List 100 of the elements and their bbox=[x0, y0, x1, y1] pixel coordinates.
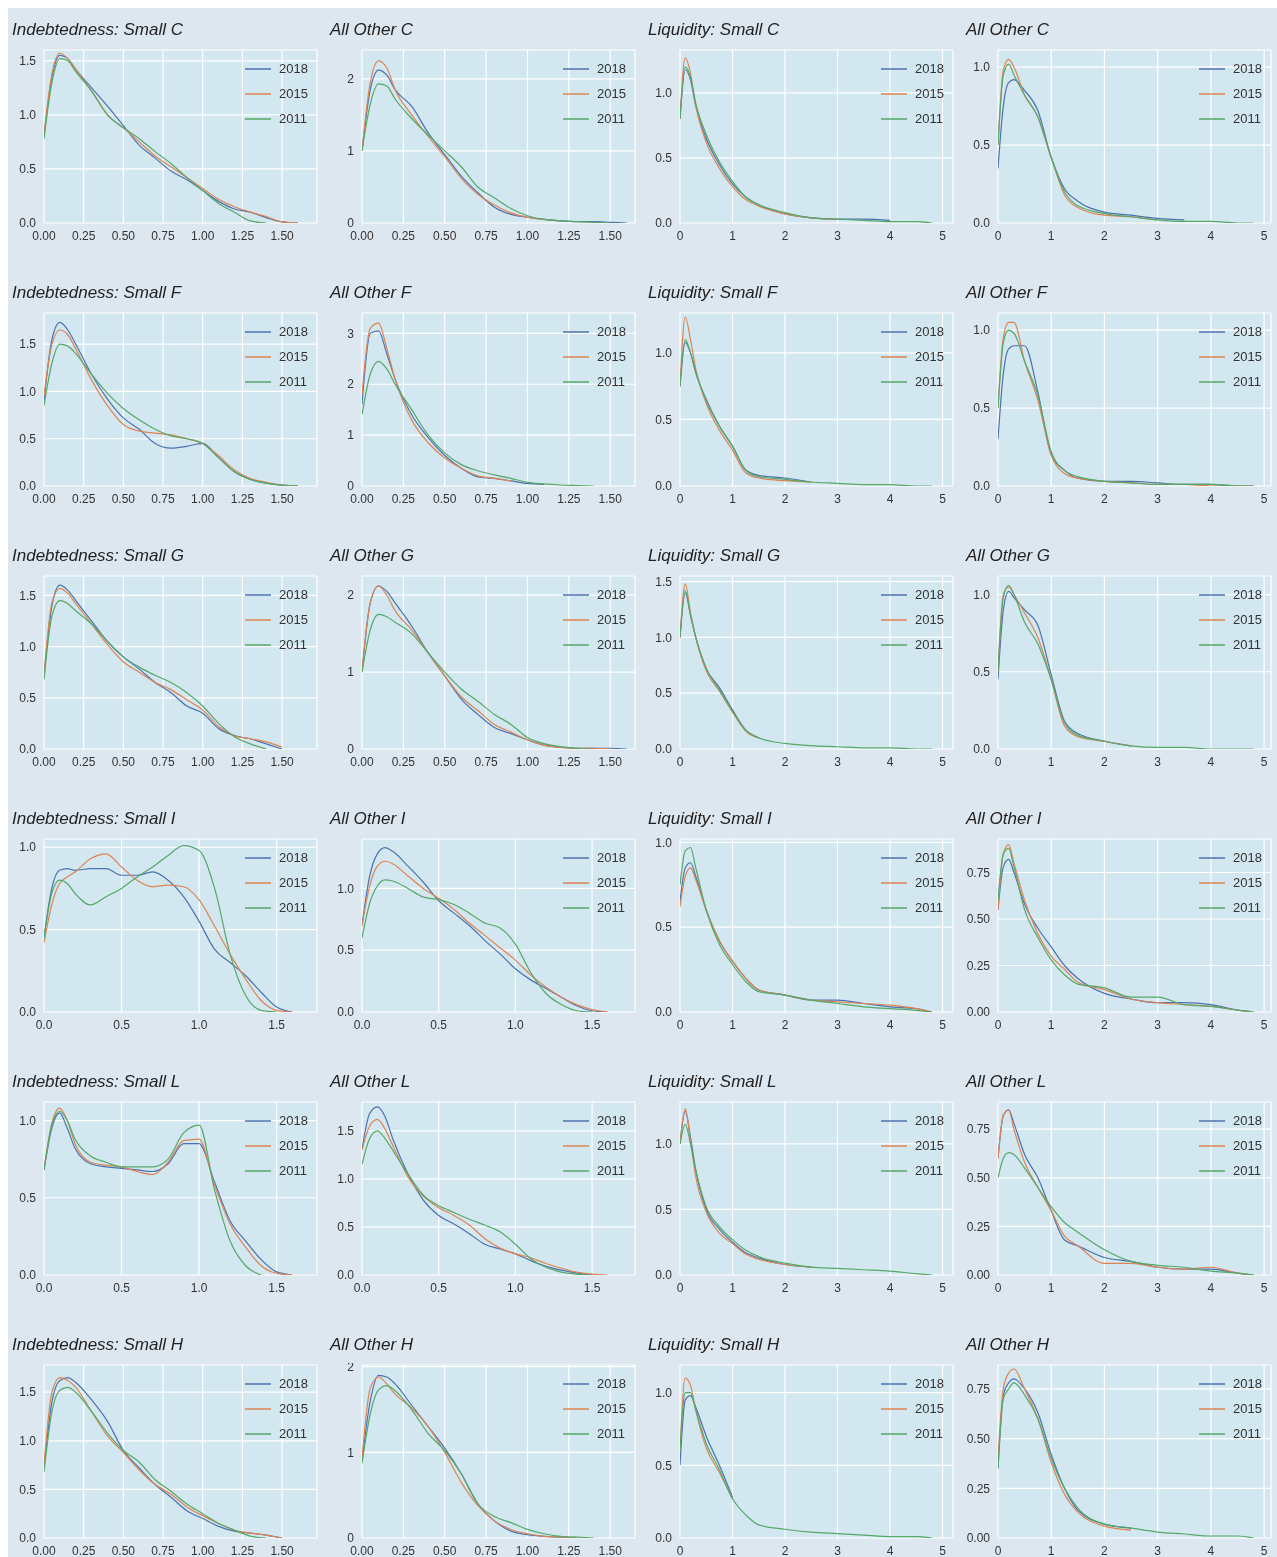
legend-label: 2018 bbox=[1233, 1113, 1262, 1128]
x-tick-label: 1.00 bbox=[191, 228, 215, 243]
x-tick-label: 0.5 bbox=[113, 1280, 131, 1295]
x-tick-label: 4 bbox=[886, 1017, 894, 1032]
x-tick-label: 0.50 bbox=[111, 491, 136, 506]
x-tick-label: 1.25 bbox=[230, 754, 255, 769]
legend-label: 2015 bbox=[915, 612, 944, 627]
x-tick-label: 0 bbox=[676, 1017, 684, 1032]
x-tick-label: 0.25 bbox=[391, 228, 416, 243]
x-tick-label: 0.25 bbox=[391, 1543, 416, 1557]
legend-label: 2015 bbox=[1233, 612, 1262, 627]
y-tick-label: 0.5 bbox=[655, 920, 673, 935]
line-series bbox=[998, 79, 1185, 221]
x-tick-label: 1.00 bbox=[515, 754, 540, 769]
x-tick-label: 0.25 bbox=[391, 491, 416, 506]
legend-label: 2011 bbox=[915, 900, 944, 915]
x-tick-label: 2 bbox=[781, 491, 789, 506]
x-tick-label: 1 bbox=[729, 1280, 737, 1295]
x-tick-label: 1.50 bbox=[598, 754, 623, 769]
x-tick-label: 1.50 bbox=[598, 491, 623, 506]
legend-label: 2015 bbox=[279, 1138, 308, 1153]
y-tick-label: 0.0 bbox=[19, 479, 37, 494]
y-tick-label: 1.5 bbox=[337, 1124, 355, 1139]
y-tick-label: 1 bbox=[347, 665, 355, 680]
legend-label: 2018 bbox=[597, 61, 626, 76]
legend-label: 2015 bbox=[279, 612, 308, 627]
legend-label: 2018 bbox=[279, 61, 308, 76]
x-tick-label: 1.25 bbox=[557, 1543, 581, 1557]
y-tick-label: 1.5 bbox=[19, 588, 37, 603]
x-tick-label: 0 bbox=[676, 754, 684, 769]
legend-label: 2011 bbox=[279, 637, 308, 652]
x-tick-label: 1.5 bbox=[268, 1017, 286, 1032]
chart-title: Liquidity: Small C bbox=[648, 20, 780, 40]
y-tick-label: 0.25 bbox=[966, 958, 991, 973]
legend-label: 2018 bbox=[915, 61, 944, 76]
y-tick-label: 1.0 bbox=[19, 108, 37, 123]
legend-label: 2011 bbox=[1233, 1163, 1262, 1178]
x-tick-label: 0.50 bbox=[433, 1543, 457, 1557]
x-tick-label: 2 bbox=[781, 1543, 789, 1557]
y-tick-label: 2 bbox=[347, 588, 355, 603]
y-tick-label: 0.0 bbox=[973, 742, 991, 757]
y-tick-label: 0.5 bbox=[655, 151, 673, 166]
chart-title: Liquidity: Small I bbox=[648, 809, 772, 829]
x-tick-label: 2 bbox=[781, 1017, 789, 1032]
line-series bbox=[362, 322, 512, 482]
legend-label: 2015 bbox=[1233, 86, 1262, 101]
x-tick-label: 4 bbox=[886, 228, 894, 243]
x-tick-label: 0.0 bbox=[35, 1280, 53, 1295]
y-tick-label: 0 bbox=[347, 216, 355, 231]
x-tick-label: 2 bbox=[1101, 754, 1109, 769]
x-tick-label: 0.75 bbox=[151, 491, 176, 506]
legend-label: 2018 bbox=[279, 850, 308, 865]
x-tick-label: 2 bbox=[1101, 491, 1109, 506]
x-tick-label: 3 bbox=[1154, 1280, 1162, 1295]
chart-title: All Other C bbox=[330, 20, 414, 40]
legend-label: 2018 bbox=[1233, 324, 1262, 339]
x-tick-label: 0.50 bbox=[433, 491, 457, 506]
x-tick-label: 2 bbox=[1101, 228, 1109, 243]
x-tick-label: 0.00 bbox=[32, 228, 56, 243]
y-tick-label: 1.0 bbox=[655, 1137, 673, 1152]
y-tick-label: 1.0 bbox=[337, 881, 355, 896]
y-tick-label: 0.5 bbox=[655, 412, 673, 427]
chart-title: All Other H bbox=[330, 1335, 414, 1355]
x-tick-label: 0.25 bbox=[72, 228, 96, 243]
x-tick-label: 2 bbox=[781, 1280, 789, 1295]
x-tick-label: 1.25 bbox=[557, 754, 581, 769]
x-tick-label: 3 bbox=[834, 1280, 842, 1295]
legend-label: 2015 bbox=[279, 1401, 308, 1416]
y-tick-label: 0.0 bbox=[655, 742, 673, 757]
legend-label: 2015 bbox=[1233, 349, 1262, 364]
y-tick-label: 1.0 bbox=[655, 1385, 673, 1400]
x-tick-label: 3 bbox=[834, 754, 842, 769]
x-tick-label: 2 bbox=[781, 754, 789, 769]
x-tick-label: 1.00 bbox=[515, 228, 540, 243]
x-tick-label: 1.50 bbox=[270, 228, 295, 243]
line-series bbox=[362, 360, 595, 486]
y-tick-label: 0.75 bbox=[966, 1122, 991, 1137]
y-tick-label: 1.0 bbox=[19, 384, 37, 399]
y-tick-label: 0.0 bbox=[337, 1005, 355, 1020]
legend-label: 2011 bbox=[279, 374, 308, 389]
x-tick-label: 1 bbox=[1047, 491, 1055, 506]
line-series bbox=[362, 879, 593, 1012]
y-tick-label: 0.50 bbox=[966, 1431, 991, 1446]
x-tick-label: 0.5 bbox=[113, 1017, 131, 1032]
x-tick-label: 1.25 bbox=[230, 491, 255, 506]
legend-label: 2018 bbox=[915, 587, 944, 602]
line-series bbox=[362, 330, 545, 486]
chart-title: Indebtedness: Small I bbox=[12, 809, 176, 829]
y-tick-label: 0 bbox=[347, 742, 355, 757]
x-tick-label: 0.00 bbox=[32, 1543, 56, 1557]
y-tick-label: 0.0 bbox=[19, 742, 37, 757]
x-tick-label: 0 bbox=[994, 754, 1002, 769]
x-tick-label: 2 bbox=[781, 228, 789, 243]
x-tick-label: 1 bbox=[1047, 1280, 1055, 1295]
y-tick-label: 0 bbox=[347, 479, 355, 494]
x-tick-label: 0.50 bbox=[433, 228, 457, 243]
y-tick-label: 0.5 bbox=[655, 1458, 673, 1473]
y-tick-label: 1.0 bbox=[19, 1113, 37, 1128]
chart-title: Liquidity: Small H bbox=[648, 1335, 780, 1355]
y-tick-label: 1.5 bbox=[655, 574, 673, 589]
